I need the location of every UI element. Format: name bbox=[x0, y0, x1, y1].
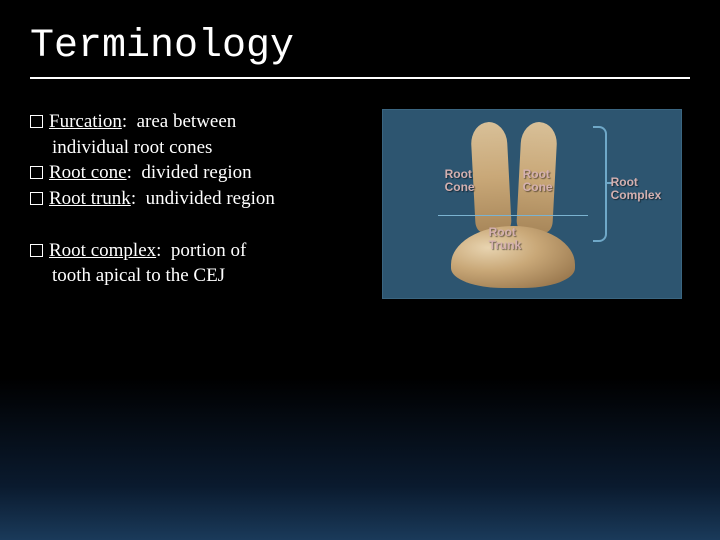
cej-line bbox=[438, 215, 588, 216]
slide-title: Terminology bbox=[0, 0, 720, 77]
content-area: Furcation: area between individual root … bbox=[0, 109, 720, 299]
bullet-icon bbox=[30, 166, 43, 179]
root-cone-left-shape bbox=[470, 121, 512, 233]
term-def: divided region bbox=[141, 162, 251, 183]
term-def-cont: tooth apical to the CEJ bbox=[30, 263, 363, 289]
tooth-shape bbox=[443, 122, 583, 288]
term-name: Furcation bbox=[49, 111, 122, 132]
term-def-inline: portion of bbox=[171, 240, 246, 261]
bullet-icon bbox=[30, 192, 43, 205]
term-def-inline: area between bbox=[137, 111, 237, 132]
label-root-complex: RootComplex bbox=[611, 176, 662, 202]
tooth-diagram: RootCone RootCone RootTrunk RootComplex bbox=[382, 109, 682, 299]
term-name: Root cone bbox=[49, 162, 127, 183]
label-root-cone-right: RootCone bbox=[523, 168, 553, 194]
term-def: undivided region bbox=[146, 188, 275, 209]
bullet-icon bbox=[30, 115, 43, 128]
label-root-cone-left: RootCone bbox=[445, 168, 475, 194]
term-name: Root complex bbox=[49, 240, 156, 261]
image-column: RootCone RootCone RootTrunk RootComplex bbox=[373, 109, 690, 299]
term-def-cont: individual root cones bbox=[30, 135, 363, 161]
term-root-cone: Root cone: divided region bbox=[30, 160, 363, 186]
group-separator bbox=[30, 212, 363, 238]
bullet-icon bbox=[30, 244, 43, 257]
label-root-trunk: RootTrunk bbox=[489, 226, 522, 252]
term-root-trunk: Root trunk: undivided region bbox=[30, 186, 363, 212]
term-furcation: Furcation: area between individual root … bbox=[30, 109, 363, 160]
term-name: Root trunk bbox=[49, 188, 131, 209]
term-root-complex: Root complex: portion of tooth apical to… bbox=[30, 238, 363, 289]
text-column: Furcation: area between individual root … bbox=[30, 109, 373, 299]
title-underline bbox=[30, 77, 690, 79]
root-complex-bracket bbox=[593, 126, 607, 242]
